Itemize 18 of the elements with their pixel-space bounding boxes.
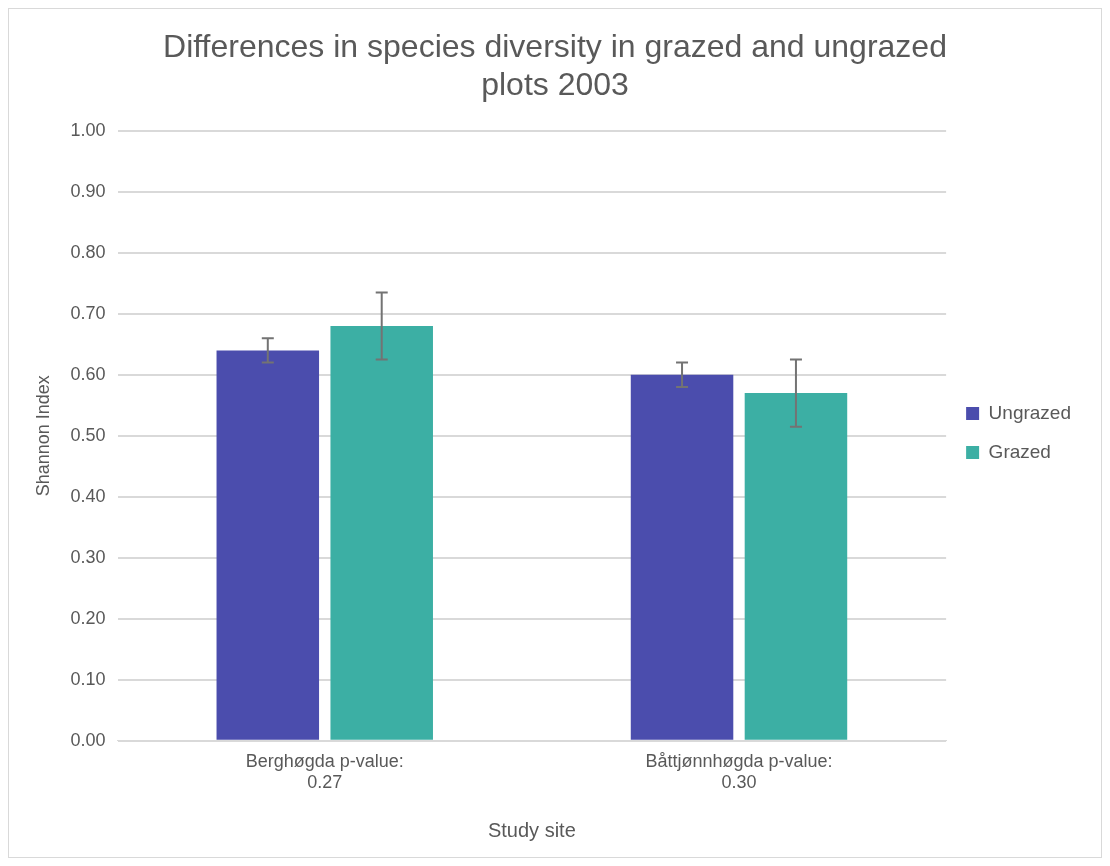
y-axis-title: Shannon Index	[32, 375, 53, 497]
legend-label: Grazed	[988, 440, 1051, 462]
x-tick-label: Berghøgda p-value: 0.27	[245, 750, 404, 793]
chart-title: Differences in species diversity in grazed and ungrazed plots 2003	[163, 28, 947, 103]
y-tick-label: 0.60	[70, 363, 106, 384]
y-tick-label: 0.90	[70, 180, 106, 201]
y-tick-label: 0.50	[70, 424, 106, 445]
y-tick-label: 0.30	[70, 546, 106, 567]
y-tick-label: 0.20	[70, 607, 106, 628]
x-axis-title: Study site	[487, 818, 576, 841]
y-tick-label: 0.80	[70, 241, 106, 262]
y-tick-label: 0.00	[70, 729, 106, 750]
y-tick-label: 0.70	[70, 302, 106, 323]
legend-label: Ungrazed	[988, 401, 1072, 423]
x-tick-label: Båttjønnhøgda p-value: 0.30	[645, 750, 833, 793]
y-tick-label: 0.10	[70, 668, 106, 689]
y-tick-label: 0.40	[70, 485, 106, 506]
y-tick-label: 1.00	[70, 119, 106, 140]
